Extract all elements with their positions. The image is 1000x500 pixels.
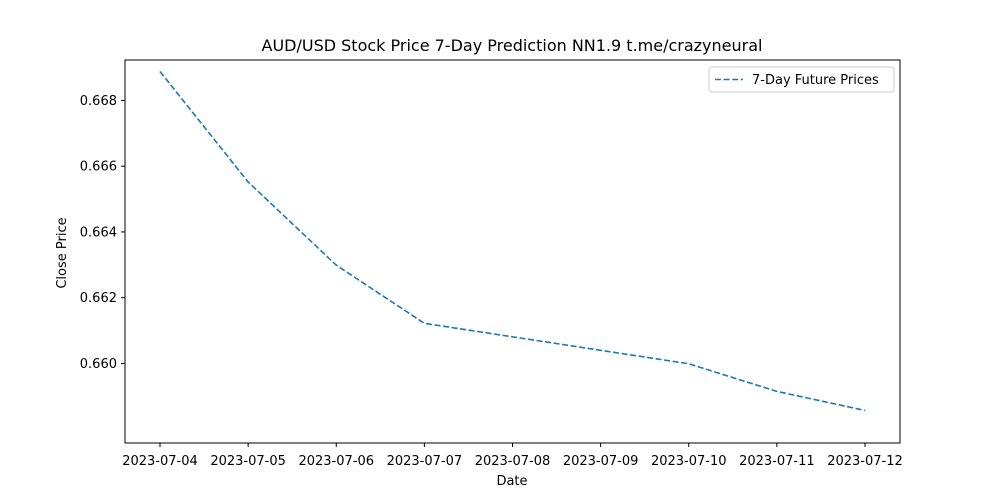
x-tick-label: 2023-07-09 <box>563 454 639 469</box>
x-tick-label: 2023-07-12 <box>827 454 903 469</box>
series-line <box>159 71 866 412</box>
legend: 7-Day Future Prices <box>708 66 895 93</box>
plot-area: 2023-07-04 2023-07-05 2023-07-06 2023-07-07… <box>80 59 903 469</box>
x-tick-label: 2023-07-05 <box>210 454 286 469</box>
y-tick-label: 0.664 <box>80 225 117 240</box>
x-tick-label: 2023-07-10 <box>651 454 727 469</box>
x-tick-label: 2023-07-04 <box>122 454 198 469</box>
y-tick-label: 0.666 <box>80 160 117 175</box>
y-tick-label: 0.668 <box>80 94 117 109</box>
x-tick-label: 2023-07-07 <box>387 454 463 469</box>
y-tick-label: 0.662 <box>80 291 117 306</box>
legend-box <box>708 66 895 93</box>
x-tick-label: 2023-07-11 <box>739 454 815 469</box>
chart-title: AUD/USD Stock Price 7-Day Prediction NN1… <box>262 36 763 55</box>
x-axis-label: Date <box>496 474 527 489</box>
y-axis-label: Close Price <box>55 217 70 288</box>
y-tick-label: 0.660 <box>80 357 117 372</box>
legend-label: 7-Day Future Prices <box>752 73 879 88</box>
x-tick-label: 2023-07-06 <box>298 454 374 469</box>
x-tick-label: 2023-07-08 <box>475 454 551 469</box>
